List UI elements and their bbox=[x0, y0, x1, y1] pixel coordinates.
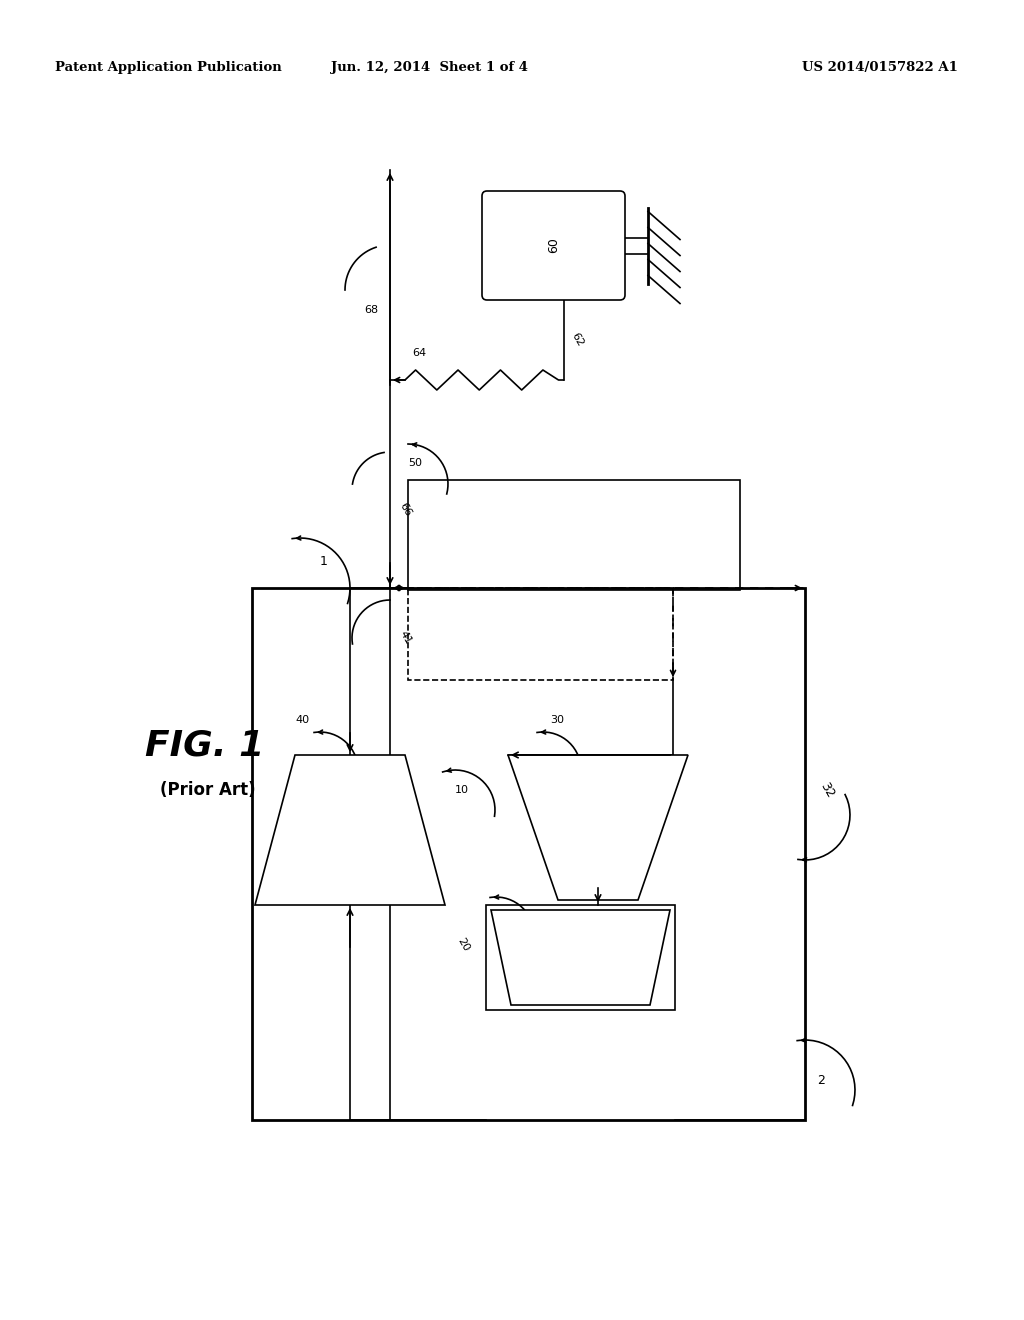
Polygon shape bbox=[508, 755, 688, 900]
Polygon shape bbox=[490, 909, 670, 1005]
Text: 1: 1 bbox=[319, 554, 328, 568]
Text: 30: 30 bbox=[550, 715, 564, 725]
Text: 20: 20 bbox=[456, 936, 471, 953]
Text: Jun. 12, 2014  Sheet 1 of 4: Jun. 12, 2014 Sheet 1 of 4 bbox=[332, 62, 528, 74]
Text: 10: 10 bbox=[455, 785, 469, 795]
Polygon shape bbox=[255, 755, 445, 906]
Bar bbox=[408, 480, 740, 590]
Text: 62: 62 bbox=[569, 331, 586, 348]
Text: (Prior Art): (Prior Art) bbox=[160, 781, 256, 799]
Text: Patent Application Publication: Patent Application Publication bbox=[55, 62, 282, 74]
Text: 68: 68 bbox=[364, 305, 378, 315]
Text: 66: 66 bbox=[398, 502, 414, 519]
Bar bbox=[252, 587, 805, 1119]
FancyBboxPatch shape bbox=[482, 191, 625, 300]
Text: 2: 2 bbox=[817, 1073, 825, 1086]
Text: 50: 50 bbox=[408, 458, 422, 469]
Text: 41: 41 bbox=[398, 630, 414, 647]
Bar bbox=[486, 906, 675, 1010]
Bar bbox=[408, 587, 673, 680]
Text: 32: 32 bbox=[817, 780, 837, 800]
Text: 40: 40 bbox=[295, 715, 309, 725]
Text: US 2014/0157822 A1: US 2014/0157822 A1 bbox=[802, 62, 957, 74]
Text: 60: 60 bbox=[547, 238, 560, 253]
Text: 64: 64 bbox=[412, 348, 426, 358]
Text: FIG. 1: FIG. 1 bbox=[145, 729, 264, 762]
